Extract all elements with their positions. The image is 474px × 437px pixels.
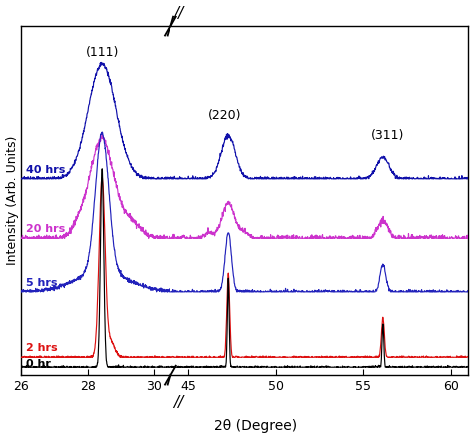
- Text: //: //: [173, 6, 184, 21]
- Y-axis label: Intensity (Arb. Units): Intensity (Arb. Units): [6, 136, 18, 265]
- Text: 20 hrs: 20 hrs: [26, 224, 65, 234]
- Text: 5 hrs: 5 hrs: [26, 278, 58, 288]
- Text: 0 hr: 0 hr: [26, 359, 51, 369]
- Text: //: //: [173, 395, 184, 409]
- Text: 2 hrs: 2 hrs: [26, 343, 58, 354]
- Text: 40 hrs: 40 hrs: [26, 165, 66, 175]
- Text: (311): (311): [371, 129, 404, 142]
- Text: 2θ (Degree): 2θ (Degree): [214, 419, 298, 433]
- Text: (220): (220): [208, 109, 241, 122]
- Text: (111): (111): [85, 46, 119, 59]
